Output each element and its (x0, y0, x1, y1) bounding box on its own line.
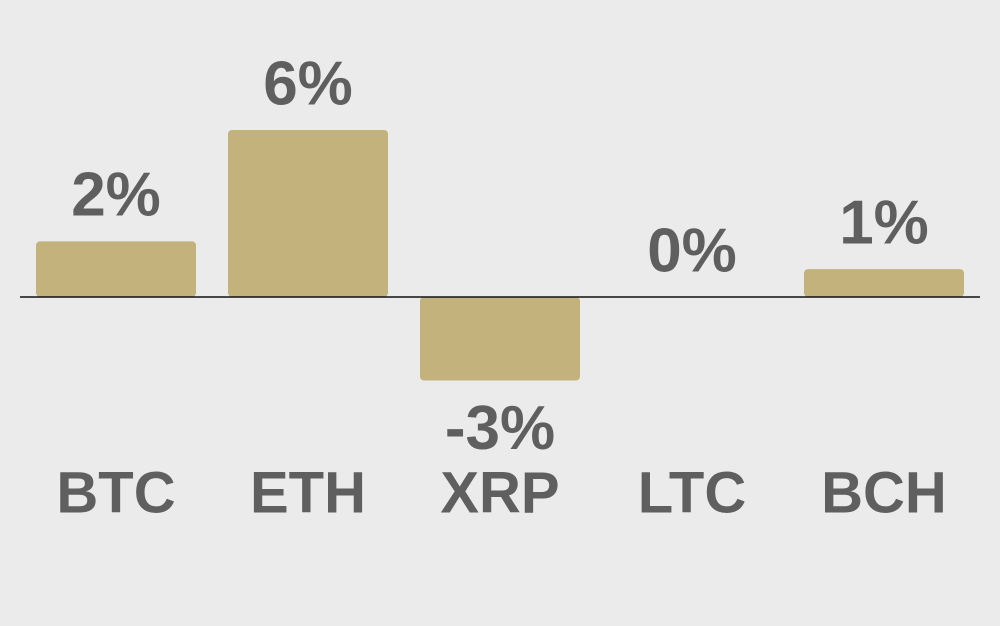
x-tick-label: BCH (821, 460, 947, 525)
bar (420, 297, 580, 381)
x-tick-label: XRP (440, 460, 559, 525)
x-tick-label: LTC (638, 460, 746, 525)
bar (804, 269, 964, 297)
value-label: 6% (263, 49, 353, 118)
bar (36, 241, 196, 297)
value-label: 0% (647, 216, 737, 285)
value-label: 1% (839, 189, 929, 258)
x-tick-label: BTC (56, 460, 175, 525)
bar (228, 130, 388, 297)
value-label: -3% (445, 394, 555, 463)
x-tick-label: ETH (250, 460, 366, 525)
value-label: 2% (71, 161, 161, 230)
